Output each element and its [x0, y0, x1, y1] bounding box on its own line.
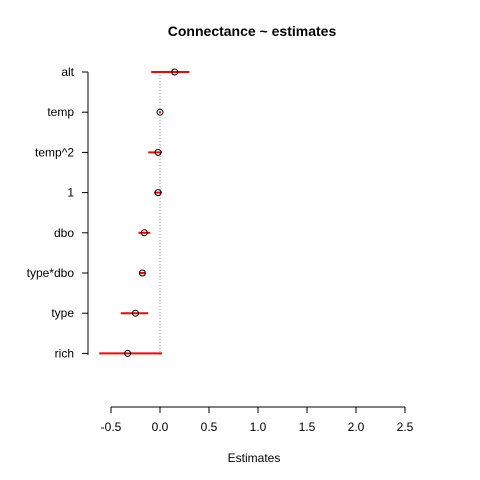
x-axis-tick-label: 2.0	[348, 420, 365, 434]
y-axis-label: alt	[61, 65, 74, 79]
estimate-points	[124, 68, 179, 357]
x-axis-tick-label: 1.0	[250, 420, 267, 434]
estimate-point	[154, 189, 162, 197]
estimate-point	[154, 148, 162, 156]
confidence-intervals	[99, 71, 190, 355]
x-axis-tick-label: -0.5	[101, 420, 122, 434]
x-axis-tick-labels: -0.5 0.0 0.5 1.0 1.5 2.0 2.5	[101, 420, 414, 434]
estimate-point	[156, 108, 164, 116]
y-axis-label: rich	[55, 346, 74, 360]
y-axis-label: type	[51, 306, 74, 320]
y-axis-label: dbo	[54, 226, 74, 240]
x-axis-tick-label: 2.5	[397, 420, 414, 434]
x-axis-tick-label: 1.5	[299, 420, 316, 434]
x-axis-tick-label: 0.0	[152, 420, 169, 434]
x-axis-tick-label: 0.5	[201, 420, 218, 434]
y-axis-label: temp^2	[35, 145, 74, 159]
x-axis-ticks	[110, 407, 406, 413]
y-axis-label: temp	[47, 105, 74, 119]
estimate-point	[124, 349, 132, 357]
y-axis-ticks	[82, 71, 88, 354]
y-axis-label: type*dbo	[27, 266, 75, 280]
x-axis-label: Estimates	[228, 451, 281, 465]
chart-title: Connectance ~ estimates	[168, 23, 337, 39]
estimate-point	[171, 68, 179, 76]
y-axis-label: 1	[67, 186, 74, 200]
estimate-point	[140, 229, 148, 237]
estimate-point	[132, 309, 139, 317]
y-axis-labels: alt temp temp^2 1 dbo type*dbo type rich	[27, 65, 75, 360]
estimate-point	[138, 269, 146, 277]
